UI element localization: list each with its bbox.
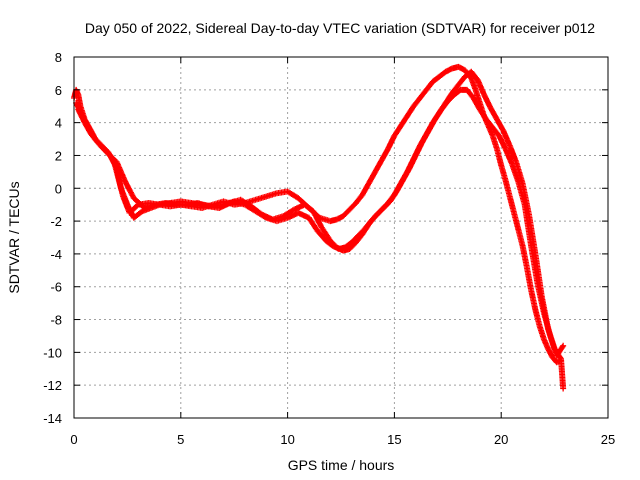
x-tick-label: 15 bbox=[387, 432, 401, 447]
x-axis-title: GPS time / hours bbox=[288, 457, 395, 473]
axis-ticks: 0 5 10 15 20 25 -14 -12 -10 -8 -6 -4 -2 0 2 4 6 8 bbox=[43, 50, 615, 447]
x-tick-label: 0 bbox=[70, 432, 77, 447]
x-tick-label: 10 bbox=[280, 432, 294, 447]
x-tick-label: 25 bbox=[601, 432, 615, 447]
x-tick-label: 5 bbox=[177, 432, 184, 447]
y-tick-label: 2 bbox=[55, 148, 62, 163]
y-tick-label: -14 bbox=[43, 411, 62, 426]
y-tick-label: 6 bbox=[55, 83, 62, 98]
series-trace bbox=[73, 69, 567, 390]
y-axis-title: SDTVAR / TECUs bbox=[6, 181, 22, 293]
data-series bbox=[71, 63, 567, 392]
y-tick-label: -4 bbox=[50, 247, 62, 262]
y-tick-label: -12 bbox=[43, 378, 62, 393]
y-tick-label: 8 bbox=[55, 50, 62, 65]
y-tick-label: -10 bbox=[43, 345, 62, 360]
y-tick-label: -8 bbox=[50, 313, 62, 328]
y-tick-label: -6 bbox=[50, 280, 62, 295]
y-tick-label: 0 bbox=[55, 181, 62, 196]
series-track-3 bbox=[73, 68, 567, 392]
chart-title: Day 050 of 2022, Sidereal Day-to-day VTE… bbox=[85, 20, 595, 36]
y-tick-label: -2 bbox=[50, 214, 62, 229]
y-tick-label: 4 bbox=[55, 116, 62, 131]
plot-frame bbox=[73, 56, 609, 419]
x-tick-label: 20 bbox=[494, 432, 508, 447]
